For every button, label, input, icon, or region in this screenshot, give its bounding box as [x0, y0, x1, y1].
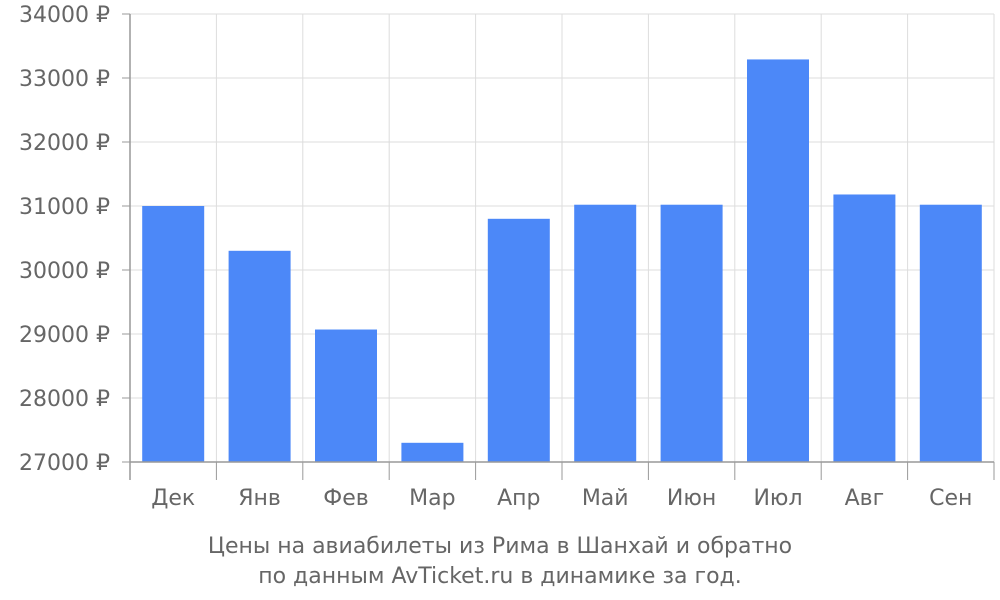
y-tick-label: 34000 ₽ [19, 3, 110, 28]
x-tick-label: Сен [929, 486, 972, 511]
bar-8 [747, 59, 809, 462]
bars [142, 59, 982, 463]
bar-3 [315, 329, 377, 462]
y-tick-label: 32000 ₽ [19, 131, 110, 156]
grid [130, 13, 995, 463]
bar-7 [660, 204, 723, 462]
chart-caption-line-2: по данным AvTicket.ru в динамике за год. [258, 564, 742, 589]
y-tick-label: 31000 ₽ [19, 195, 110, 220]
bar-4 [401, 442, 464, 462]
y-tick-label: 27000 ₽ [19, 451, 110, 476]
bar-5 [487, 218, 550, 462]
bar-9 [833, 194, 896, 463]
axes [122, 13, 995, 480]
bar-10 [919, 204, 982, 462]
x-tick-label: Янв [238, 486, 281, 511]
y-tick-label: 30000 ₽ [19, 259, 110, 284]
x-tick-label: Фев [323, 486, 368, 511]
y-tick-label: 28000 ₽ [19, 387, 110, 412]
chart-caption-line-1: Цены на авиабилеты из Рима в Шанхай и об… [207, 534, 793, 559]
bar-2 [228, 250, 291, 462]
x-tick-label: Авг [845, 486, 885, 511]
x-tick-label: Дек [151, 486, 195, 511]
tick-labels: 27000 ₽ 28000 ₽ 29000 ₽ 30000 ₽ 31000 ₽ 32000… [19, 3, 972, 511]
bar-6 [574, 204, 637, 462]
x-tick-label: Мар [409, 486, 455, 511]
bar-1 [142, 206, 205, 462]
y-tick-label: 33000 ₽ [19, 67, 110, 92]
x-tick-label: Май [582, 486, 629, 511]
x-tick-label: Апр [497, 486, 540, 511]
x-tick-label: Июл [753, 486, 802, 511]
x-tick-label: Июн [667, 486, 716, 511]
bar-chart: 27000 ₽ 28000 ₽ 29000 ₽ 30000 ₽ 31000 ₽ 32000… [19, 3, 995, 511]
y-tick-label: 29000 ₽ [19, 323, 110, 348]
